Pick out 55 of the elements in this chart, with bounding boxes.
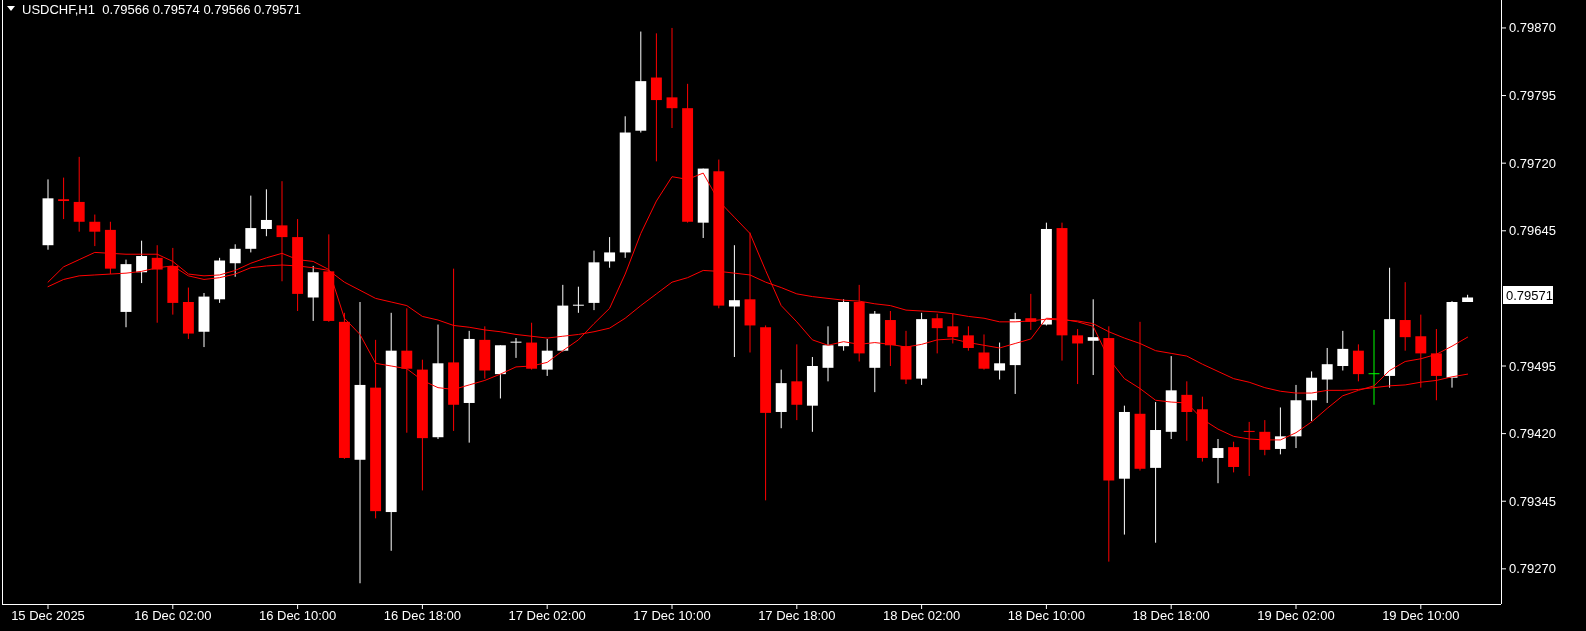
candlestick [791,343,803,421]
candlestick [994,342,1006,381]
candlestick [1087,298,1099,376]
candlestick [728,244,740,358]
candlestick [260,188,272,237]
y-tick-label: 0.79795 [1509,88,1556,104]
candlestick [89,214,101,247]
chart-title: USDCHF,H1 0.79566 0.79574 0.79566 0.79571 [22,2,301,17]
candlestick [1337,330,1349,372]
y-tick-label: 0.79720 [1509,155,1556,171]
candlestick [73,156,85,233]
candlestick [650,32,662,162]
candlestick [1321,347,1333,404]
y-tick-label: 0.79645 [1509,223,1556,239]
candlestick [666,27,678,129]
candlestick [1415,314,1427,389]
candlestick [401,307,413,434]
candlestick [931,313,943,354]
y-tick-label: 0.79345 [1509,493,1556,509]
x-tick-label: 16 Dec 10:00 [258,608,337,623]
candlestick [822,325,834,382]
y-tick-label: 0.79495 [1509,358,1556,374]
x-tick-label: 17 Dec 18:00 [758,608,836,623]
candlestick [1072,328,1084,385]
candlestick [245,195,257,253]
candlestick [510,337,522,359]
candlestick [58,177,70,220]
candlestick [1274,406,1286,455]
candlestick [1228,441,1240,473]
candlestick [541,338,553,377]
candlestick [1306,370,1318,422]
candlestick [604,236,616,269]
x-tick-label: 16 Dec 18:00 [383,608,462,623]
x-tick-label: 18 Dec 10:00 [1007,608,1086,623]
x-tick-label: 17 Dec 10:00 [633,608,711,623]
candlestick [572,286,584,314]
candlestick [962,325,974,352]
x-tick-label: 18 Dec 18:00 [1132,608,1210,623]
candlestick [229,243,241,278]
candlestick [947,313,959,344]
candlestick [1368,329,1380,406]
candlestick [1399,281,1411,352]
x-tick-label: 17 Dec 02:00 [508,608,586,623]
y-tick-label: 0.79270 [1509,561,1556,577]
candlestick [978,333,990,371]
x-tick-label: 19 Dec 10:00 [1382,608,1460,623]
candlestick [1352,343,1364,382]
y-tick-label: 0.79870 [1509,20,1556,36]
y-tick-label: 0.79420 [1509,426,1556,442]
x-tick-label: 18 Dec 02:00 [882,608,961,623]
x-tick-label: 15 Dec 2025 [11,608,85,623]
x-tick-label: 16 Dec 02:00 [134,608,212,623]
candlestick [1212,438,1224,484]
x-tick-label: 19 Dec 02:00 [1257,608,1335,623]
candlestick [136,240,148,284]
